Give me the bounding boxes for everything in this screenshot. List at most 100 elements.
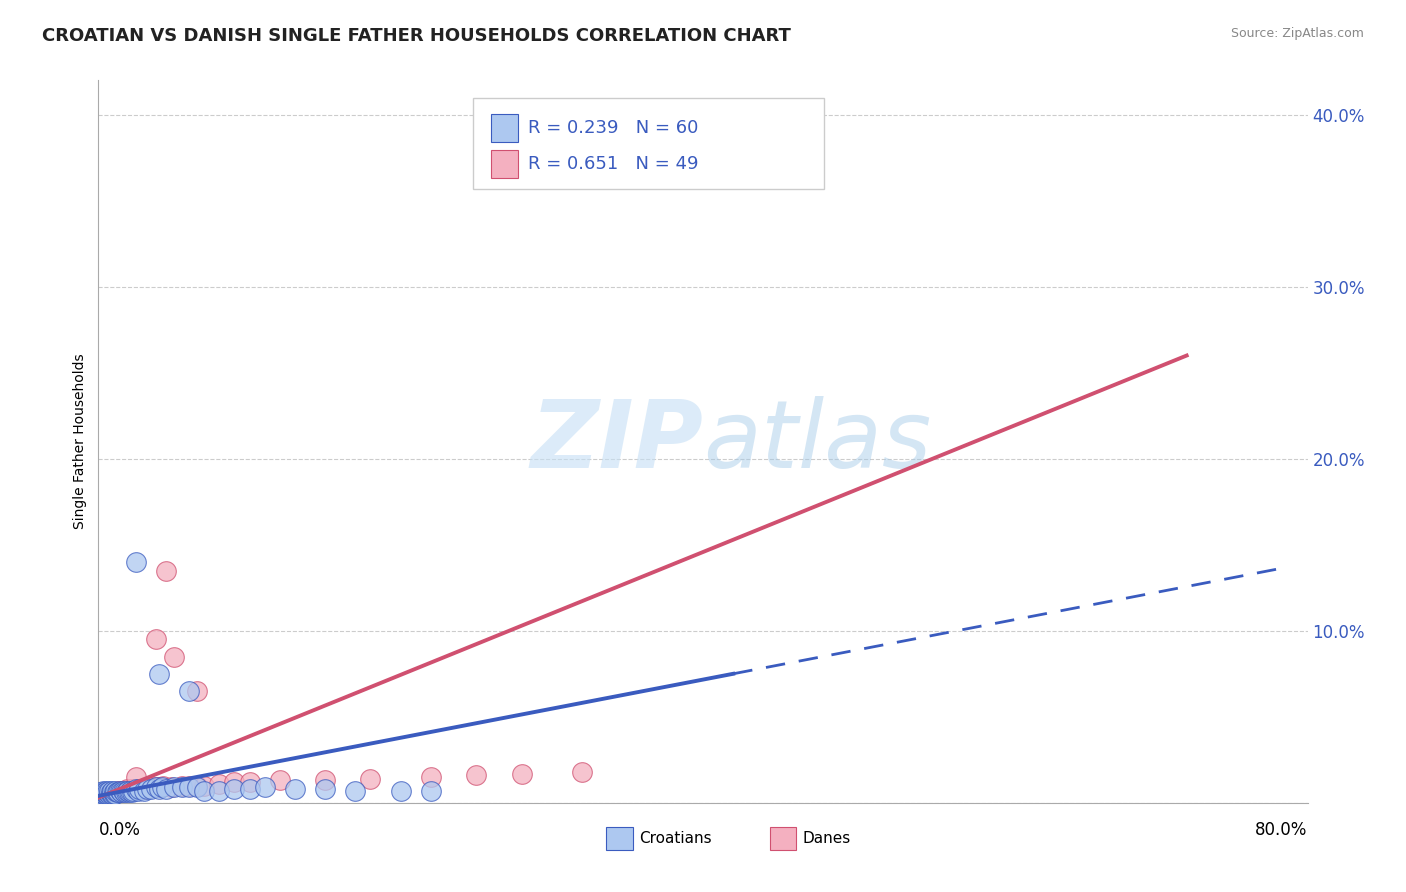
Point xyxy=(420,784,443,798)
Point xyxy=(284,782,307,797)
Point xyxy=(104,785,127,799)
Point xyxy=(344,784,367,798)
Point xyxy=(98,784,121,798)
Point xyxy=(186,779,208,793)
Point xyxy=(145,780,167,795)
Point xyxy=(91,787,114,801)
Point xyxy=(269,773,291,788)
Point xyxy=(571,764,593,779)
Point xyxy=(93,787,115,801)
Point xyxy=(186,684,208,698)
Point xyxy=(224,775,246,789)
Point xyxy=(94,787,117,801)
Point xyxy=(170,780,193,795)
Y-axis label: Single Father Households: Single Father Households xyxy=(73,354,87,529)
Point xyxy=(91,787,114,801)
Bar xyxy=(492,151,517,178)
Bar xyxy=(606,827,633,850)
Point xyxy=(89,787,111,801)
Text: 80.0%: 80.0% xyxy=(1256,821,1308,838)
Point xyxy=(100,785,122,799)
Point xyxy=(112,784,135,798)
Point xyxy=(155,782,177,797)
Text: Source: ZipAtlas.com: Source: ZipAtlas.com xyxy=(1230,27,1364,40)
Point xyxy=(193,784,215,798)
Point xyxy=(208,777,231,791)
Point xyxy=(239,782,262,797)
Point xyxy=(98,785,121,799)
Point xyxy=(105,785,128,799)
Point xyxy=(125,770,148,784)
Point xyxy=(103,785,125,799)
Point xyxy=(128,782,150,797)
Point xyxy=(103,785,125,799)
Text: 0.0%: 0.0% xyxy=(98,821,141,838)
Point xyxy=(148,780,170,795)
Point xyxy=(136,780,159,795)
Point xyxy=(120,784,142,798)
Text: CROATIAN VS DANISH SINGLE FATHER HOUSEHOLDS CORRELATION CHART: CROATIAN VS DANISH SINGLE FATHER HOUSEHO… xyxy=(42,27,792,45)
Point xyxy=(96,785,118,799)
Point xyxy=(170,779,193,793)
Point xyxy=(132,782,155,797)
Point xyxy=(96,787,118,801)
Point xyxy=(155,564,177,578)
Point xyxy=(145,780,167,795)
Point xyxy=(152,779,174,793)
Point xyxy=(107,784,129,798)
Point xyxy=(96,787,118,801)
Point xyxy=(122,784,145,798)
Point xyxy=(90,785,112,799)
Text: ZIP: ZIP xyxy=(530,395,703,488)
Point xyxy=(707,142,730,156)
Text: Croatians: Croatians xyxy=(638,830,711,846)
Point xyxy=(360,772,382,786)
Point xyxy=(163,649,186,664)
Point xyxy=(114,784,136,798)
Point xyxy=(94,785,117,799)
Point xyxy=(101,787,124,801)
Point xyxy=(100,787,122,801)
Point xyxy=(193,779,215,793)
Text: atlas: atlas xyxy=(703,396,931,487)
Point xyxy=(91,784,114,798)
Point xyxy=(179,780,201,795)
FancyBboxPatch shape xyxy=(474,98,824,189)
Point xyxy=(100,787,122,801)
Point xyxy=(239,775,262,789)
Point xyxy=(105,785,128,799)
Point xyxy=(93,787,115,801)
Point xyxy=(108,785,131,799)
Point xyxy=(145,632,167,647)
Point xyxy=(115,784,138,798)
Point xyxy=(121,785,143,799)
Point xyxy=(150,780,173,795)
Point xyxy=(465,768,488,782)
Text: R = 0.651   N = 49: R = 0.651 N = 49 xyxy=(527,155,699,173)
Point xyxy=(90,789,112,803)
Point xyxy=(108,784,131,798)
Point xyxy=(114,785,136,799)
Point xyxy=(510,766,533,780)
Point xyxy=(128,782,150,797)
Point xyxy=(125,782,148,797)
Point xyxy=(141,780,163,795)
Point xyxy=(121,782,143,797)
Point xyxy=(389,784,412,798)
Text: R = 0.239   N = 60: R = 0.239 N = 60 xyxy=(527,119,697,137)
Point xyxy=(132,784,155,798)
Bar xyxy=(769,827,796,850)
Point xyxy=(314,773,336,788)
Point xyxy=(107,785,129,799)
Point xyxy=(186,780,208,795)
Point xyxy=(148,782,170,797)
Point xyxy=(118,785,141,799)
Point xyxy=(110,784,132,798)
Point xyxy=(314,782,336,797)
Point xyxy=(179,684,201,698)
Point xyxy=(208,784,231,798)
Point xyxy=(89,787,111,801)
Point xyxy=(93,785,115,799)
Point xyxy=(127,784,149,798)
Point xyxy=(179,779,201,793)
